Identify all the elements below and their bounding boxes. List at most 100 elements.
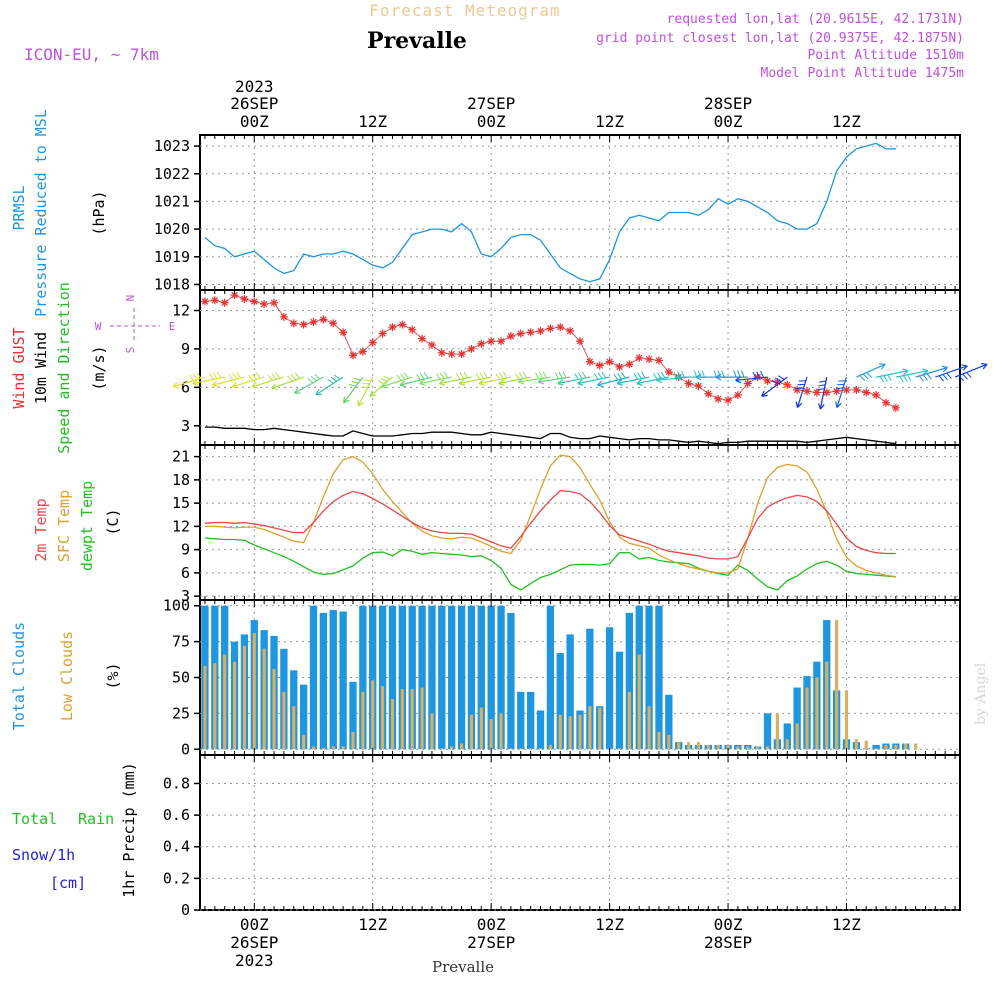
wind-arrow — [616, 371, 650, 386]
gust-marker — [724, 396, 733, 405]
wind-arrow-head — [343, 396, 346, 403]
wind-arrow-feather — [681, 371, 686, 378]
gust-marker-stroke — [547, 325, 554, 332]
wind-arrow-feather — [349, 383, 357, 387]
gust-marker — [447, 350, 456, 359]
wind-arrow — [251, 372, 285, 389]
temperature-panel: 3 6 9 12 15 18 21 — [172, 445, 960, 605]
gust-marker-stroke — [399, 321, 406, 328]
wind-arrow — [439, 371, 472, 386]
low-cloud-bar — [509, 748, 513, 750]
label-wind-gust: Wind GUST — [10, 327, 28, 408]
wind-arrow — [212, 372, 245, 388]
total-cloud-bar — [556, 653, 564, 750]
label-low-clouds: Low Clouds — [58, 631, 76, 721]
wind-arrow-head — [192, 382, 199, 386]
pressure-panel: 1018 1019 1020 1021 1022 1023 — [154, 135, 960, 293]
bottom-hour-label: 00Z — [477, 915, 506, 934]
gust-marker-stroke — [714, 395, 722, 403]
total-cloud-bar — [477, 605, 485, 750]
wind-arrow-feather — [514, 373, 520, 380]
wind-arrow-head — [212, 384, 219, 388]
label-dewpt-temp: dewpt Temp — [78, 481, 96, 571]
wind-arrow — [715, 370, 748, 381]
wind-arrow-head — [232, 386, 239, 389]
gust-marker-stroke — [635, 354, 643, 362]
wind-arrow-shaft — [875, 370, 909, 378]
gust-marker — [358, 347, 367, 356]
wind-arrow-feather — [518, 372, 524, 379]
y-tick-label: 1022 — [154, 165, 190, 183]
bottom-hour-label: 12Z — [358, 915, 387, 934]
sfc-temp-line — [204, 454, 896, 578]
gust-marker — [743, 379, 752, 388]
wind-arrow — [676, 370, 709, 381]
gridpoint-coords: grid point closest lon,lat (20.9375E, 42… — [596, 31, 964, 46]
gust-marker-stroke — [566, 327, 574, 335]
low-cloud-bar — [775, 713, 779, 750]
gust-marker-stroke — [270, 299, 278, 307]
gust-marker — [279, 312, 288, 321]
wind-arrow-head — [294, 387, 299, 394]
gust-marker-stroke — [458, 350, 465, 358]
gust-marker-stroke — [448, 350, 455, 358]
gust-marker — [546, 324, 555, 333]
low-cloud-bar — [538, 748, 543, 750]
wind-arrow-head — [962, 365, 968, 371]
total-cloud-bar — [309, 605, 318, 750]
gust-marker-stroke — [872, 391, 880, 399]
wind-arrow-head — [518, 381, 525, 385]
low-cloud-bar — [440, 748, 444, 750]
wind-arrow-feather — [593, 373, 599, 380]
low-cloud-bar — [311, 746, 316, 750]
wind-arrow-shaft — [518, 376, 551, 383]
gust-marker — [536, 326, 545, 335]
total-cloud-bar — [388, 605, 397, 750]
gust-marker-stroke — [586, 358, 594, 365]
low-cloud-bar — [825, 661, 829, 750]
wind-arrow-head — [439, 382, 446, 386]
wind-arrow-feather — [416, 373, 421, 381]
wind-arrow-shaft — [231, 376, 265, 388]
low-cloud-bar — [558, 714, 562, 750]
wind-arrow — [343, 376, 364, 404]
wind-arrow-feather — [522, 371, 528, 379]
wind-arrow-feather — [314, 374, 321, 380]
low-cloud-bar — [213, 663, 217, 750]
low-cloud-bar — [568, 716, 572, 750]
label-wind-unit: (m/s) — [90, 345, 108, 390]
low-cloud-bar — [410, 688, 414, 750]
y-tick-label: 3 — [181, 587, 190, 605]
gust-marker — [842, 385, 851, 394]
wind-arrow-feather — [942, 374, 948, 381]
wind-arrow-head — [921, 368, 929, 372]
wind-arrow-feather — [899, 376, 904, 383]
wind-arrow-feather — [495, 373, 500, 380]
gust-marker — [654, 356, 663, 365]
wind-arrow-shaft — [192, 376, 225, 385]
y-tick-label: 0.8 — [163, 774, 190, 792]
top-hour-label: 12Z — [358, 112, 387, 131]
station-name: Prevalle — [367, 28, 467, 54]
wind-arrow-feather — [578, 372, 583, 379]
wind-arrow-head — [498, 382, 505, 386]
gust-marker-stroke — [507, 332, 515, 340]
gust-marker-stroke — [478, 340, 485, 348]
wind-arrow-feather — [255, 372, 261, 379]
low-cloud-bar — [331, 746, 335, 750]
wind-arrow-feather — [463, 371, 469, 379]
wind-arrow-feather — [958, 375, 965, 382]
low-cloud-bar — [252, 633, 256, 750]
wind-arrow-head — [172, 386, 179, 389]
y-tick-label: 0.4 — [163, 838, 190, 856]
wind-speed-line — [204, 426, 896, 445]
low-cloud-bar — [667, 734, 671, 750]
gust-marker-stroke — [813, 389, 821, 396]
gust-marker-stroke — [211, 297, 219, 304]
low-cloud-bar — [627, 691, 631, 750]
wind-arrow-feather — [232, 372, 238, 380]
gust-marker — [793, 385, 802, 394]
total-cloud-bar — [448, 605, 456, 750]
low-cloud-bar — [282, 691, 286, 750]
